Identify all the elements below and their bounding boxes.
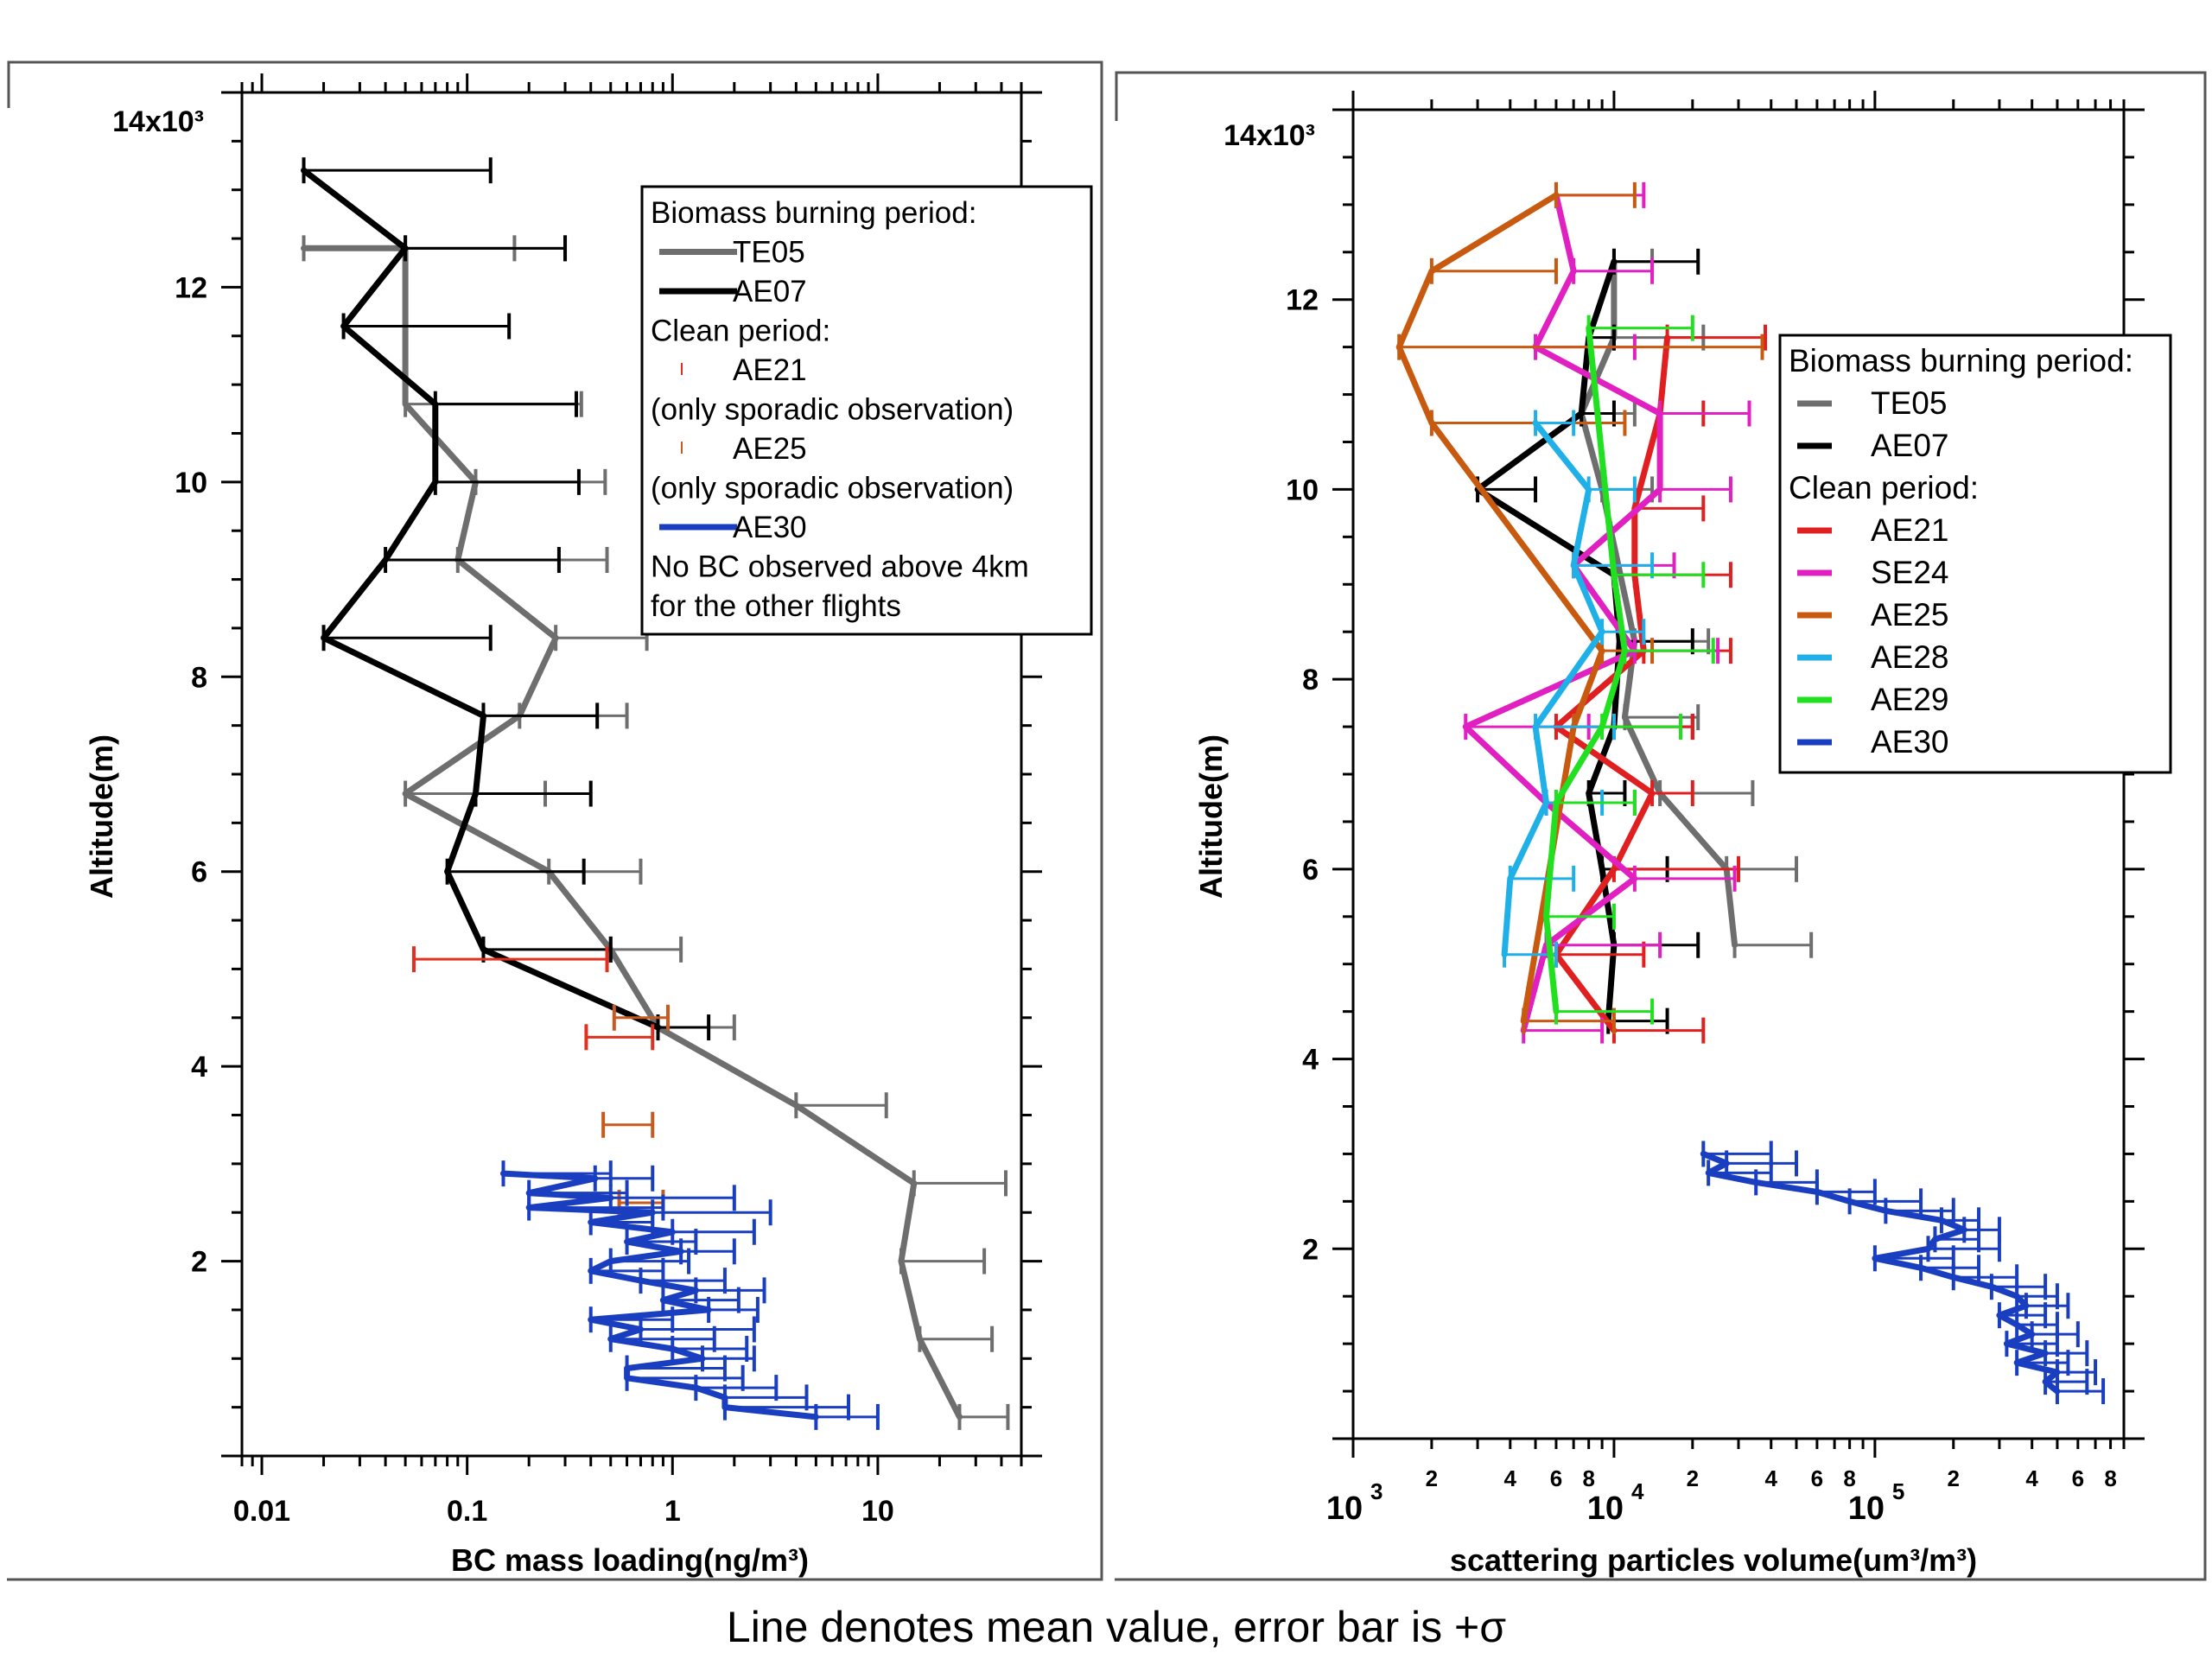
x-tick-label-exponent: 3 bbox=[1370, 1478, 1382, 1504]
y-tick-label: 8 bbox=[191, 661, 207, 694]
x-tick-label: 10 bbox=[1587, 1491, 1624, 1527]
legend-label: AE30 bbox=[1871, 724, 1949, 760]
x-tick-label: 0.1 bbox=[447, 1495, 487, 1528]
legend-label: AE21 bbox=[733, 353, 807, 387]
legend-label: Biomass burning period: bbox=[1789, 343, 2133, 378]
y-tick-label: 4 bbox=[191, 1051, 207, 1084]
y-tick-label: 8 bbox=[1302, 664, 1319, 696]
legend-label: AE29 bbox=[1871, 682, 1949, 717]
series-line-ae21 bbox=[1553, 334, 1671, 1034]
legend-label: AE07 bbox=[733, 275, 807, 308]
right-x-axis-label: scattering particles volume(um³/m³) bbox=[1450, 1542, 1977, 1578]
x-minor-tick-label: 8 bbox=[2104, 1465, 2116, 1491]
x-tick-label-exponent: 4 bbox=[1631, 1478, 1644, 1504]
right-panel-frame bbox=[1115, 71, 2207, 1581]
series-line-ae30 bbox=[1700, 1150, 2061, 1395]
right-legend: Biomass burning period: TE05 AE07 Clean per… bbox=[1778, 334, 2172, 774]
legend-label: Clean period: bbox=[651, 315, 830, 348]
legend-label: AE25 bbox=[733, 432, 807, 466]
series-line-ae29 bbox=[1543, 325, 1628, 1015]
legend-label: No BC observed above 4km bbox=[651, 550, 1029, 584]
series-ae07 bbox=[301, 157, 711, 1041]
right-y-multiplier: 14x10³ bbox=[1224, 119, 1315, 152]
series-ae21 bbox=[411, 946, 655, 1051]
x-tick-label: 10 bbox=[861, 1495, 894, 1528]
legend-label: Biomass burning period: bbox=[651, 196, 976, 230]
left-y-axis-label: Altitude(m) bbox=[84, 734, 119, 899]
series-ae29 bbox=[1543, 315, 1715, 1025]
x-minor-tick-label: 2 bbox=[1948, 1465, 1960, 1491]
legend-label: (only sporadic observation) bbox=[651, 393, 1014, 427]
series-line-ae30 bbox=[500, 1170, 819, 1421]
y-tick-label: 6 bbox=[1302, 854, 1319, 887]
x-minor-tick-label: 2 bbox=[1426, 1465, 1438, 1491]
series-ae25 bbox=[1395, 181, 1764, 1034]
figure-caption: Line denotes mean value, error bar is +σ bbox=[727, 1603, 1506, 1651]
right-y-axis-label: Altitude(m) bbox=[1193, 734, 1229, 899]
series-line-ae07 bbox=[1474, 258, 1623, 1025]
series-line-ae25 bbox=[1395, 192, 1605, 1025]
series-ae30 bbox=[500, 1160, 880, 1430]
x-tick-label-exponent: 5 bbox=[1892, 1478, 1904, 1504]
left-legend-entries: Biomass burning period: TE05 AE07 Clean per… bbox=[651, 196, 1029, 623]
x-minor-tick-label: 6 bbox=[1811, 1465, 1823, 1491]
y-tick-label: 10 bbox=[175, 467, 207, 499]
legend-label: AE21 bbox=[1871, 512, 1949, 548]
right-plot-area bbox=[1351, 108, 2126, 1440]
left-x-axis-label: BC mass loading(ng/m³) bbox=[451, 1542, 809, 1578]
legend-label: AE07 bbox=[1871, 428, 1949, 463]
series-line-ae28 bbox=[1501, 420, 1605, 958]
x-minor-tick-label: 8 bbox=[1843, 1465, 1855, 1491]
x-minor-tick-label: 6 bbox=[2072, 1465, 2084, 1491]
x-minor-tick-label: 2 bbox=[1687, 1465, 1699, 1491]
y-tick-label: 2 bbox=[1302, 1233, 1319, 1266]
legend-label: AE28 bbox=[1871, 639, 1949, 675]
legend-label: (only sporadic observation) bbox=[651, 472, 1014, 505]
y-tick-label: 12 bbox=[175, 271, 207, 304]
right-series-layer bbox=[1395, 181, 2106, 1405]
y-tick-label: 2 bbox=[191, 1246, 207, 1279]
right-legend-entries: Biomass burning period: TE05 AE07 Clean per… bbox=[1789, 343, 2133, 760]
legend-label: SE24 bbox=[1871, 555, 1949, 590]
x-minor-tick-label: 4 bbox=[1504, 1465, 1517, 1491]
right-legend-box bbox=[1778, 334, 2172, 774]
series-ae30 bbox=[1700, 1141, 2106, 1405]
left-legend: Biomass burning period: TE05 AE07 Clean per… bbox=[640, 185, 1093, 636]
x-minor-tick-label: 4 bbox=[1764, 1465, 1777, 1491]
y-tick-label: 12 bbox=[1286, 284, 1319, 317]
y-tick-label: 10 bbox=[1286, 474, 1319, 506]
x-minor-tick-label: 6 bbox=[1550, 1465, 1562, 1491]
legend-label: AE30 bbox=[733, 511, 807, 544]
x-tick-label: 0.01 bbox=[233, 1495, 290, 1528]
y-tick-label: 6 bbox=[191, 856, 207, 889]
left-panel-frame bbox=[7, 60, 1103, 1581]
x-tick-label: 1 bbox=[664, 1495, 681, 1528]
series-line-te05 bbox=[301, 245, 963, 1421]
x-tick-label: 10 bbox=[1848, 1491, 1885, 1527]
legend-label: TE05 bbox=[733, 236, 805, 270]
series-line-ae07 bbox=[301, 167, 661, 1031]
left-legend-box bbox=[640, 185, 1093, 636]
left-y-multiplier: 14x10³ bbox=[112, 105, 204, 138]
x-minor-tick-label: 4 bbox=[2025, 1465, 2038, 1491]
legend-label: AE25 bbox=[1871, 597, 1949, 632]
left-chart: 0.01 0.1 1 10 2 4 6 8 10 12 14x10³ Altitude(m) BC… bbox=[84, 73, 1093, 1578]
y-tick-label: 4 bbox=[1302, 1044, 1319, 1077]
legend-label: for the other flights bbox=[651, 589, 901, 623]
legend-label: TE05 bbox=[1871, 385, 1947, 421]
x-minor-tick-label: 8 bbox=[1582, 1465, 1594, 1491]
legend-label: Clean period: bbox=[1789, 470, 1979, 505]
x-tick-label: 10 bbox=[1326, 1491, 1363, 1527]
left-series-layer bbox=[301, 157, 1010, 1430]
series-line-se24 bbox=[1462, 192, 1663, 1034]
